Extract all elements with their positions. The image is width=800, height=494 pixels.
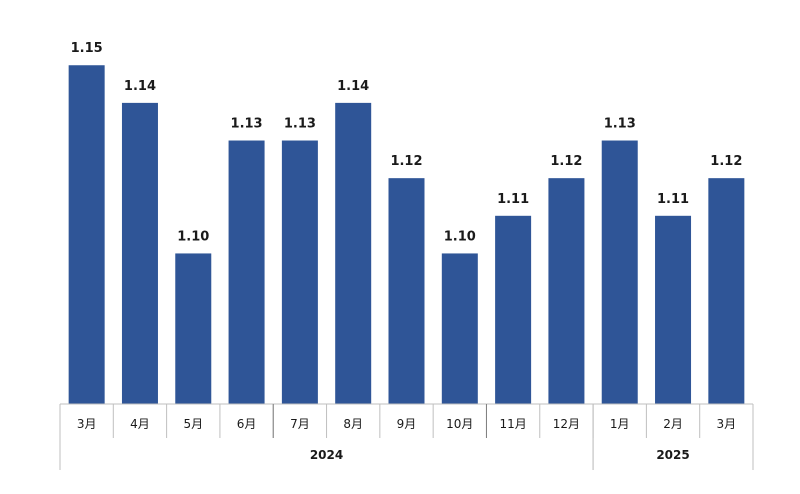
category-label-2: 5月 bbox=[183, 417, 203, 431]
value-label-9: 1.12 bbox=[550, 154, 582, 169]
value-label-4: 1.13 bbox=[284, 117, 316, 132]
bar-6 bbox=[388, 178, 425, 404]
bar-7 bbox=[441, 253, 478, 404]
value-label-7: 1.10 bbox=[444, 229, 476, 244]
value-label-0: 1.15 bbox=[71, 41, 103, 56]
bar-10 bbox=[601, 140, 638, 404]
value-label-8: 1.11 bbox=[497, 192, 529, 207]
year-labels-group: 2024 2025 bbox=[310, 448, 690, 462]
bars-group bbox=[68, 65, 745, 405]
bar-1 bbox=[121, 102, 158, 404]
value-label-5: 1.14 bbox=[337, 79, 369, 94]
value-label-2: 1.10 bbox=[177, 229, 209, 244]
bar-4 bbox=[281, 140, 318, 404]
bar-9 bbox=[548, 178, 585, 404]
category-label-7: 10月 bbox=[446, 417, 473, 431]
bar-11 bbox=[655, 215, 692, 404]
category-label-0: 3月 bbox=[77, 417, 97, 431]
category-label-1: 4月 bbox=[130, 417, 150, 431]
value-label-3: 1.13 bbox=[231, 117, 263, 132]
bar-2 bbox=[175, 253, 212, 404]
value-label-6: 1.12 bbox=[390, 154, 422, 169]
value-labels-group: 1.15 1.14 1.10 1.13 1.13 1.14 1.12 1.10 1.11 1.12… bbox=[71, 41, 743, 244]
bar-3 bbox=[228, 140, 265, 404]
category-label-11: 2月 bbox=[663, 417, 683, 431]
category-label-3: 6月 bbox=[237, 417, 257, 431]
category-label-8: 11月 bbox=[499, 417, 526, 431]
bar-5 bbox=[335, 102, 372, 404]
value-label-10: 1.13 bbox=[604, 117, 636, 132]
value-label-12: 1.12 bbox=[710, 154, 742, 169]
bar-12 bbox=[708, 178, 745, 404]
category-label-5: 8月 bbox=[343, 417, 363, 431]
bar-0 bbox=[68, 65, 105, 405]
category-label-9: 12月 bbox=[553, 417, 580, 431]
bar-8 bbox=[495, 215, 532, 404]
category-label-12: 3月 bbox=[717, 417, 737, 431]
category-label-6: 9月 bbox=[397, 417, 417, 431]
value-label-11: 1.11 bbox=[657, 192, 689, 207]
category-label-4: 7月 bbox=[290, 417, 310, 431]
category-labels-group: 3月 4月 5月 6月 7月 8月 9月 10月 11月 12月 1月 2月 3月 bbox=[77, 417, 736, 431]
category-axis bbox=[59, 403, 754, 470]
category-label-10: 1月 bbox=[610, 417, 630, 431]
year-label-2025: 2025 bbox=[656, 448, 689, 462]
year-label-2024: 2024 bbox=[310, 448, 343, 462]
value-label-1: 1.14 bbox=[124, 79, 156, 94]
